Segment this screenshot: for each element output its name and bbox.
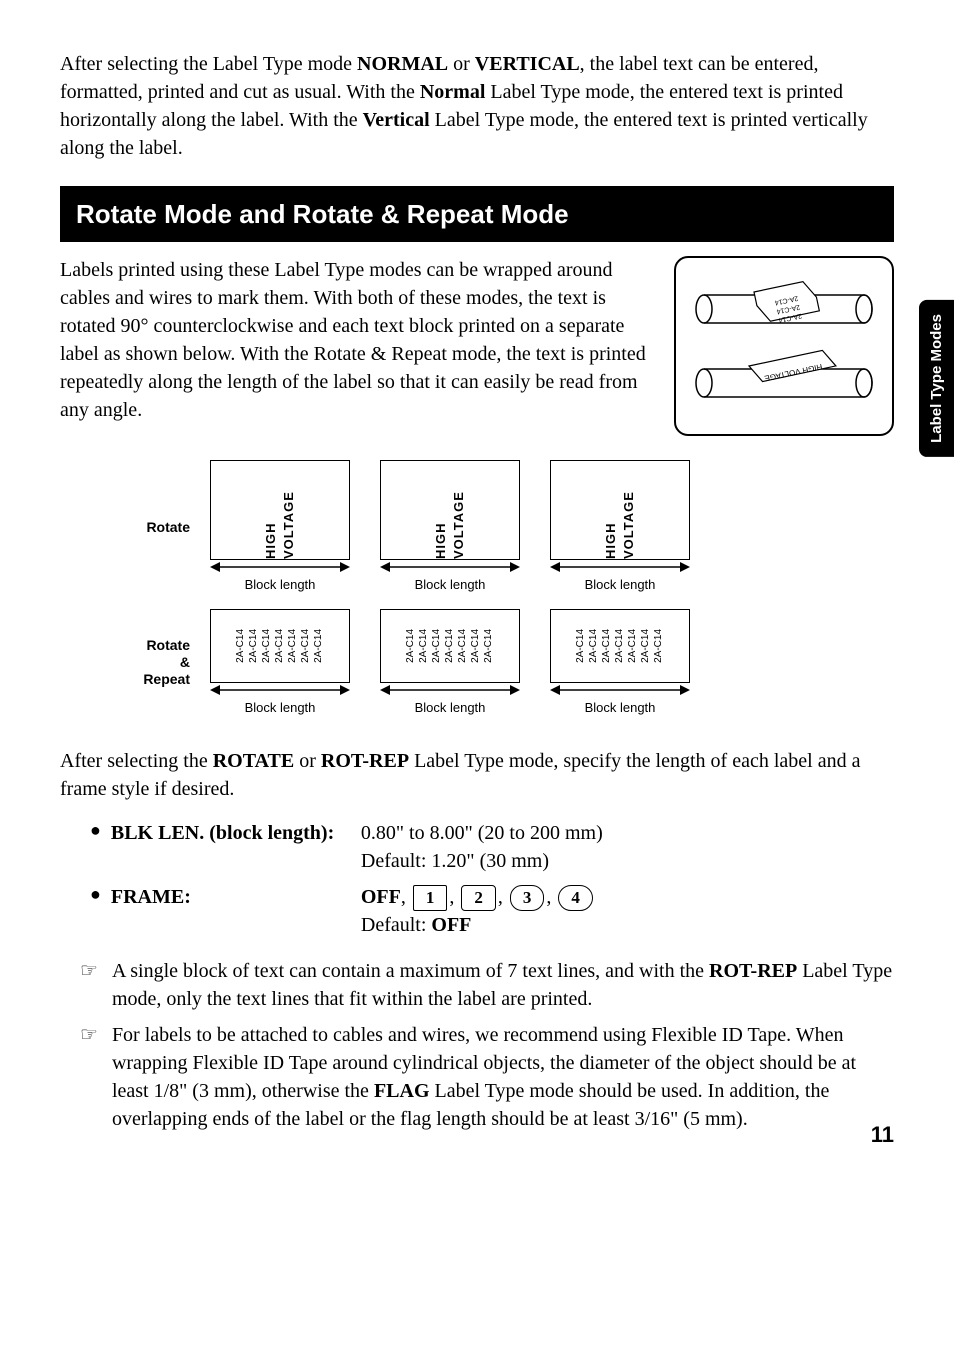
rotate-block-2: HIGH VOLTAGE [380, 460, 520, 560]
arrow-icon [380, 560, 520, 574]
note-1: A single block of text can contain a max… [112, 957, 894, 1013]
notes-list: ☞ A single block of text can contain a m… [80, 957, 894, 1133]
repeat-block-3: 2A-C142A-C142A-C142A-C142A-C142A-C142A-C… [550, 609, 690, 683]
arrow-icon [550, 683, 690, 697]
frame-option-1: 1 [413, 885, 448, 911]
cable-illustration-box: 2A-C14 2A-C14 2A-C14 HIGH VOLTAGE [674, 256, 894, 436]
note-icon: ☞ [80, 957, 98, 1013]
after-diagram-text: After selecting the ROTATE or ROT-REP La… [60, 747, 894, 803]
arrow-icon [550, 560, 690, 574]
block-caption: Block length [585, 576, 656, 594]
frame-option-3: 3 [510, 885, 545, 911]
note-2: For labels to be attached to cables and … [112, 1021, 894, 1133]
arrow-icon [380, 683, 520, 697]
block-caption: Block length [415, 699, 486, 717]
blk-len-label: BLK LEN. (block length): [111, 819, 361, 847]
repeat-block-2: 2A-C142A-C142A-C142A-C142A-C142A-C142A-C… [380, 609, 520, 683]
side-tab: Label Type Modes [919, 300, 954, 457]
intro-paragraph: After selecting the Label Type mode NORM… [60, 50, 894, 162]
frame-option-4: 4 [558, 885, 593, 911]
bullet-icon: ● [90, 883, 101, 906]
diagram-label-rotate: Rotate [60, 519, 210, 536]
arrow-icon [210, 683, 350, 697]
arrow-icon [210, 560, 350, 574]
cable-top-svg: 2A-C14 2A-C14 2A-C14 [684, 274, 884, 344]
block-caption: Block length [245, 576, 316, 594]
frame-label: FRAME: [111, 883, 361, 911]
note-icon: ☞ [80, 1021, 98, 1133]
rotate-block-1: HIGH VOLTAGE [210, 460, 350, 560]
frame-value: OFF, 1, 2, 3, 4 Default: OFF [361, 883, 894, 939]
repeat-block-1: 2A-C142A-C142A-C142A-C142A-C142A-C142A-C… [210, 609, 350, 683]
blk-len-value: 0.80" to 8.00" (20 to 200 mm) Default: 1… [361, 819, 894, 875]
cable-bottom-svg: HIGH VOLTAGE [684, 348, 884, 418]
section-header: Rotate Mode and Rotate & Repeat Mode [60, 186, 894, 242]
block-caption: Block length [585, 699, 656, 717]
settings-list: ● BLK LEN. (block length): 0.80" to 8.00… [90, 819, 894, 939]
bullet-icon: ● [90, 819, 101, 842]
frame-option-2: 2 [461, 885, 496, 911]
block-caption: Block length [415, 576, 486, 594]
diagram-label-rotate-repeat: Rotate&Repeat [60, 637, 210, 687]
page-number: 11 [871, 1120, 894, 1151]
diagram-area: Rotate HIGH VOLTAGE Block length HIGH VO… [60, 460, 894, 716]
section-description: Labels printed using these Label Type mo… [60, 256, 654, 436]
rotate-block-3: HIGH VOLTAGE [550, 460, 690, 560]
block-caption: Block length [245, 699, 316, 717]
